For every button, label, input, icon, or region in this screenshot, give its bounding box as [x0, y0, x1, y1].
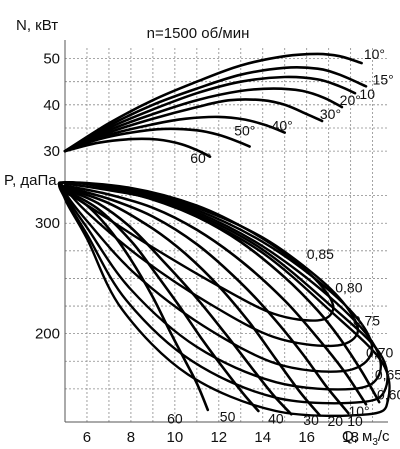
tick-labels: 6 8 10 12 14 16 18 30 40 50 200 300 [35, 51, 359, 446]
chart-title: n=1500 об/мин [147, 25, 250, 42]
x-axis-label-tail: /с [378, 428, 390, 445]
x-axis-label-sub: 3 [372, 437, 378, 448]
power-curve [63, 98, 324, 153]
pressure-y-tick-label: 200 [35, 326, 60, 343]
pressure-curve-label: 20 [327, 413, 343, 429]
power-y-tick-label: 30 [43, 143, 60, 160]
x-tick-label: 12 [210, 429, 227, 446]
x-tick-label: 8 [127, 429, 135, 446]
power-curve [63, 127, 251, 153]
efficiency-label: 0,80 [335, 279, 362, 295]
power-curve [63, 115, 286, 153]
power-curves [63, 52, 368, 158]
grid [64, 48, 388, 422]
efficiency-label: 0,85 [307, 246, 334, 262]
power-curve-label: 20° [340, 92, 361, 108]
x-axis-label: Q, м3/с [342, 428, 390, 448]
power-curve [63, 87, 344, 153]
power-y-axis-label: N, кВт [16, 17, 58, 34]
power-curve-label: 50° [234, 122, 255, 138]
pressure-curve-label: 10 [347, 413, 363, 429]
power-curve [63, 75, 357, 153]
x-tick-label: 10 [167, 429, 184, 446]
power-curve-label: 60° [190, 150, 211, 166]
pressure-curve [63, 191, 210, 412]
pressure-curve-label: 50 [220, 408, 236, 424]
axes [64, 40, 388, 423]
power-y-tick-label: 40 [43, 97, 60, 114]
power-curve [63, 137, 212, 158]
power-curve-label: 40° [272, 118, 293, 134]
power-curve [63, 52, 363, 153]
x-tick-label: 6 [83, 429, 91, 446]
power-curve-label: 15° [373, 71, 394, 87]
x-axis-label-main: Q, м [342, 428, 372, 445]
efficiency-curve [57, 181, 389, 405]
x-tick-label: 18 [342, 429, 359, 446]
pressure-curve-label: 30 [303, 412, 319, 428]
power-curve-label: 30° [320, 106, 341, 122]
x-tick-label: 16 [298, 429, 315, 446]
efficiency-label: 0,65 [375, 367, 400, 383]
curve-labels: 10°15°1020°30°40°50°60°0,850,800,750,700… [167, 46, 400, 429]
efficiency-label: 0,75 [353, 312, 380, 328]
pressure-curve [63, 185, 350, 415]
pressure-curve-label: 60 [167, 411, 183, 427]
efficiency-curve [57, 181, 360, 348]
efficiency-curve [57, 181, 382, 391]
pressure-curve-label: 40 [268, 411, 284, 427]
pressure-y-tick-label: 300 [35, 215, 60, 232]
power-curve [63, 66, 368, 153]
pressure-y-axis-label: P, даПа [4, 172, 57, 189]
efficiency-curve [57, 181, 374, 373]
power-y-tick-label: 50 [43, 51, 60, 68]
efficiency-curves [57, 181, 391, 418]
power-curve-label: 10° [364, 46, 385, 62]
pressure-curve [63, 184, 368, 406]
pressure-curve [63, 187, 293, 416]
efficiency-curve [57, 181, 335, 322]
pressure-curve-label: 10° [348, 403, 369, 419]
power-curve-label: 10 [359, 86, 375, 102]
efficiency-curve [58, 181, 391, 418]
x-tick-label: 14 [254, 429, 271, 446]
efficiency-label: 0,60 [377, 386, 400, 402]
efficiency-label: 0,70 [366, 344, 393, 360]
